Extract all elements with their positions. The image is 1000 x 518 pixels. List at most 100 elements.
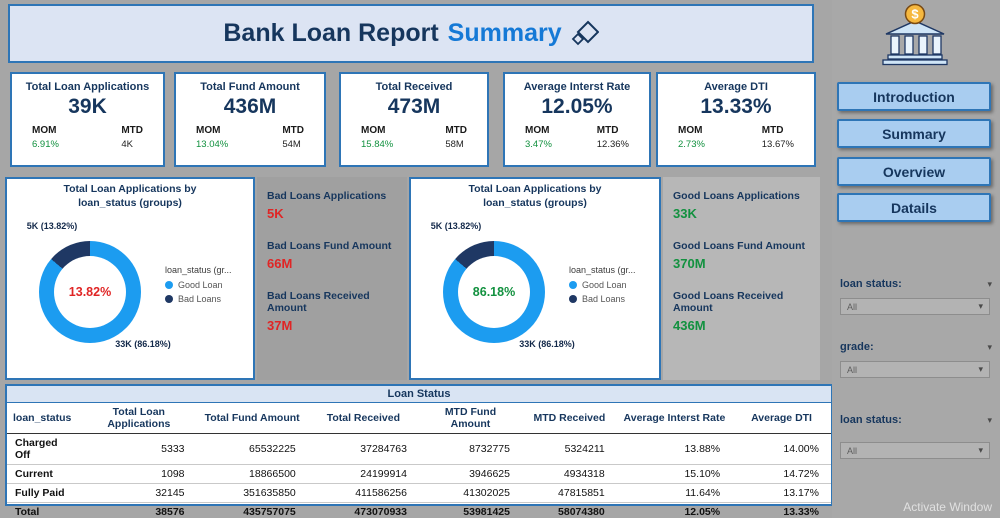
chevron-down-icon[interactable]: ▾ — [987, 278, 992, 289]
column-header: loan_status — [7, 403, 82, 434]
kpi-value: 473M — [387, 95, 441, 118]
kpi-title: Average DTI — [704, 81, 768, 93]
mtd-label: MTD — [445, 125, 467, 136]
chart-legend: loan_status (gr... Good Loan Bad Loans — [569, 265, 659, 304]
stat-label: Bad Loans Received Amount — [267, 290, 370, 314]
bad-loans-swatch — [165, 295, 173, 303]
kpi-footer: MOM 15.84% MTD 58M — [341, 125, 487, 150]
table-row: Charged Off 5333 65532225 37284763 87327… — [7, 433, 831, 465]
cell: 351635850 — [196, 483, 308, 503]
table-header-row: loan_status Total Loan Applications Tota… — [7, 403, 831, 434]
legend-item-good-loan[interactable]: Good Loan — [569, 280, 659, 290]
mtd-value: 13.67% — [761, 139, 794, 150]
slice-label-bad: 5K (13.82%) — [430, 221, 482, 231]
cell: 38576 — [81, 502, 197, 518]
svg-text:$: $ — [911, 7, 919, 22]
kpi-average-interest-rate: Average Interst Rate 12.05% MOM 3.47% MTD… — [503, 72, 651, 167]
stat-label: Good Loans Applications — [673, 190, 800, 202]
cell: 58074380 — [521, 502, 617, 518]
cell: 32145 — [81, 483, 197, 503]
stat-label: Good Loans Fund Amount — [673, 240, 806, 252]
sidebar: $ Introduction Summary Overview Datails … — [832, 0, 1000, 518]
legend-title: loan_status (gr... — [569, 265, 636, 275]
good-loan-swatch — [165, 281, 173, 289]
slicer-label: loan status: — [840, 278, 902, 290]
cell: Fully Paid — [7, 483, 82, 503]
nav-button-overview[interactable]: Overview — [837, 157, 991, 186]
table-row: Fully Paid 32145 351635850 411586256 413… — [7, 483, 831, 503]
mom-label: MOM — [361, 125, 386, 136]
cell: 15.10% — [616, 464, 733, 484]
slicer-loan-status-2: loan status: ▾ — [840, 414, 992, 426]
stat-label: Bad Loans Applications — [267, 190, 387, 202]
chevron-down-icon: ▾ — [978, 364, 983, 374]
good-loans-panel: Good Loans Applications 33K Good Loans F… — [663, 177, 820, 380]
stat-label: Bad Loans Fund Amount — [267, 240, 392, 252]
nav-button-introduction[interactable]: Introduction — [837, 82, 991, 111]
column-header: Average Interst Rate — [616, 403, 733, 434]
mtd-value: 4K — [121, 139, 133, 150]
mom-value: 13.04% — [196, 139, 229, 150]
loan-status-table-panel: Loan Status loan_status Total Loan Appli… — [5, 384, 833, 518]
mom-value: 3.47% — [525, 139, 552, 150]
kpi-footer: MOM 2.73% MTD 13.67% — [658, 125, 814, 150]
cell: 3946625 — [418, 464, 522, 484]
cell: Total — [7, 502, 82, 518]
kpi-value: 12.05% — [541, 95, 613, 118]
mom-value: 6.91% — [32, 139, 59, 150]
stat-good-received-amount: Good Loans Received Amount 436M — [673, 290, 810, 333]
cell: 473070933 — [307, 502, 419, 518]
chart-title: Total Loan Applications by loan_status (… — [63, 183, 197, 209]
slice-label-bad: 5K (13.82%) — [26, 221, 78, 231]
mom-label: MOM — [196, 125, 221, 136]
stat-bad-fund-amount: Bad Loans Fund Amount 66M — [267, 240, 397, 271]
slice-label-good: 33K (86.18%) — [115, 339, 171, 349]
cell: 53981425 — [418, 502, 522, 518]
chevron-down-icon[interactable]: ▾ — [987, 341, 992, 352]
stat-good-fund-amount: Good Loans Fund Amount 370M — [673, 240, 810, 271]
chevron-down-icon: ▾ — [978, 301, 983, 311]
slicer-dropdown-loan-status-2[interactable]: All ▾ — [840, 442, 990, 459]
stat-value: 66M — [267, 256, 293, 271]
kpi-total-received: Total Received 473M MOM 15.84% MTD 58M — [339, 72, 489, 167]
legend-item-good-loan[interactable]: Good Loan — [165, 280, 255, 290]
mtd-value: 58M — [445, 139, 464, 150]
mtd-value: 54M — [282, 139, 301, 150]
cell: 14.72% — [732, 464, 831, 484]
nav-button-details[interactable]: Datails — [837, 193, 991, 222]
stat-value: 5K — [267, 206, 284, 221]
kpi-value: 39K — [68, 95, 107, 118]
good-loan-swatch — [569, 281, 577, 289]
cell: 411586256 — [307, 483, 419, 503]
legend-item-bad-loans[interactable]: Bad Loans — [165, 294, 255, 304]
slicer-label: grade: — [840, 341, 874, 353]
mtd-label: MTD — [282, 125, 304, 136]
donut-center-label: 13.82% — [68, 285, 112, 299]
mtd-label: MTD — [596, 125, 619, 136]
donut-ring[interactable]: 86.18% — [443, 241, 545, 343]
column-header: Total Loan Applications — [81, 403, 197, 434]
slicer-dropdown-loan-status-1[interactable]: All ▾ — [840, 298, 990, 315]
cell: 8732775 — [418, 433, 522, 465]
cell: Current — [7, 464, 82, 484]
donut-chart-panel-1: Total Loan Applications by loan_status (… — [5, 177, 255, 380]
column-header: Total Fund Amount — [196, 403, 308, 434]
page-title-accent: Summary — [447, 19, 562, 47]
stat-bad-applications: Bad Loans Applications 5K — [267, 190, 397, 221]
column-header: MTD Received — [521, 403, 617, 434]
mom-value: 2.73% — [678, 139, 705, 150]
column-header: Average DTI — [732, 403, 831, 434]
donut-ring[interactable]: 13.82% — [39, 241, 141, 343]
cell: 11.64% — [616, 483, 733, 503]
cell: 14.00% — [732, 433, 831, 465]
mom-label: MOM — [32, 125, 57, 136]
cell: 13.33% — [732, 502, 831, 518]
kpi-value: 13.33% — [700, 95, 772, 118]
chevron-down-icon[interactable]: ▾ — [987, 414, 992, 425]
cell: 435757075 — [196, 502, 308, 518]
nav-button-summary[interactable]: Summary — [837, 119, 991, 148]
legend-item-bad-loans[interactable]: Bad Loans — [569, 294, 659, 304]
cell: 37284763 — [307, 433, 419, 465]
slicer-dropdown-grade[interactable]: All ▾ — [840, 361, 990, 378]
kpi-title: Average Interst Rate — [523, 81, 631, 93]
